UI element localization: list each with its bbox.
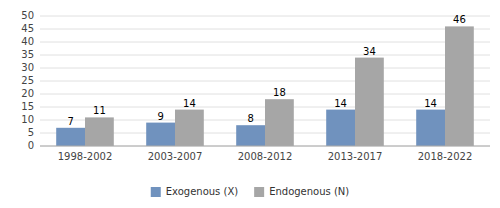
bar: [326, 110, 355, 146]
chart: 0 5 10 15 20 25 30 35 40 45 50 7 9 8 14 14 11 14 18 34 46 199…: [0, 0, 500, 208]
legend-swatch: [151, 187, 161, 197]
data-label: 11: [93, 105, 106, 116]
y-tick-label: 15: [21, 101, 34, 112]
bar: [355, 58, 384, 146]
legend: Exogenous (X) Endogenous (N): [151, 186, 350, 197]
x-tick-label: 2013-2017: [328, 151, 383, 162]
bar: [265, 99, 294, 146]
data-label: 14: [424, 98, 437, 109]
grid-line: [40, 55, 490, 56]
y-tick-label: 10: [21, 114, 34, 125]
bar: [85, 117, 114, 146]
legend-label: Exogenous (X): [166, 186, 238, 197]
data-label: 14: [183, 98, 196, 109]
grid-line: [40, 42, 490, 43]
y-tick-label: 50: [21, 10, 34, 21]
grid-line: [40, 16, 490, 17]
y-tick-label: 45: [21, 23, 34, 34]
x-axis-line: [40, 146, 490, 147]
y-tick-label: 25: [21, 75, 34, 86]
y-tick-label: 30: [21, 62, 34, 73]
data-label: 7: [67, 116, 73, 127]
data-label: 8: [247, 113, 253, 124]
grid-line: [40, 68, 490, 69]
data-label: 18: [273, 87, 286, 98]
y-tick-label: 35: [21, 49, 34, 60]
grid-line: [40, 146, 490, 147]
data-label: 9: [157, 111, 163, 122]
data-label: 14: [334, 98, 347, 109]
legend-label: Endogenous (N): [269, 186, 349, 197]
grid-line: [40, 29, 490, 30]
bar: [445, 26, 474, 146]
data-label: 46: [453, 14, 466, 25]
x-tick-label: 2003-2007: [148, 151, 203, 162]
grid-line: [40, 94, 490, 95]
x-tick-label: 1998-2002: [58, 151, 113, 162]
grid: [40, 16, 490, 146]
bar: [236, 125, 265, 146]
y-tick-label: 0: [28, 140, 34, 151]
bar: [175, 110, 204, 146]
data-label: 34: [363, 46, 376, 57]
bar: [56, 128, 85, 146]
bar: [146, 123, 175, 146]
bars: [56, 26, 474, 146]
legend-swatch: [254, 187, 264, 197]
y-tick-label: 20: [21, 88, 34, 99]
x-tick-label: 2018-2022: [418, 151, 473, 162]
bar: [416, 110, 445, 146]
grid-line: [40, 81, 490, 82]
data-labels: 7 9 8 14 14 11 14 18 34 46: [67, 14, 465, 126]
y-tick-label: 40: [21, 36, 34, 47]
y-tick-label: 5: [28, 127, 34, 138]
x-tick-label: 2008-2012: [238, 151, 293, 162]
